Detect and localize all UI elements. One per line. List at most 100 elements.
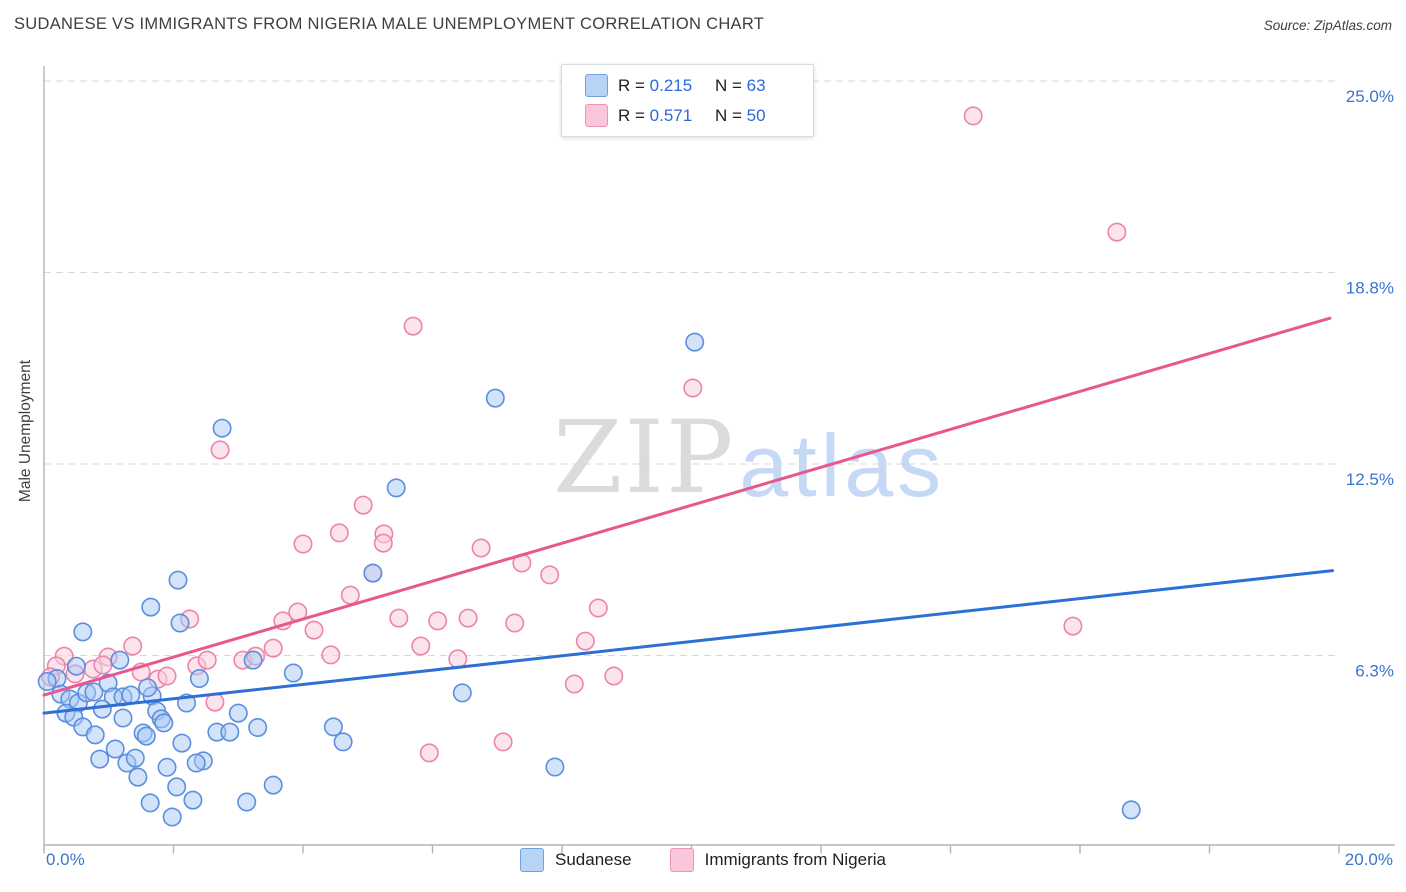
- scatter-point-sudanese: [1121, 800, 1141, 820]
- scatter-point-sudanese: [84, 682, 104, 702]
- nigeria-swatch-icon: [585, 104, 608, 127]
- scatter-point-immigrants-from-nigeria: [471, 538, 491, 558]
- scatter-point-sudanese: [243, 650, 263, 670]
- scatter-point-immigrants-from-nigeria: [411, 636, 431, 656]
- scatter-point-sudanese: [323, 717, 343, 737]
- series-legend-item-sudanese: Sudanese: [520, 848, 632, 872]
- scatter-point-immigrants-from-nigeria: [1063, 616, 1083, 636]
- scatter-point-sudanese: [140, 793, 160, 813]
- source-text: Source: ZipAtlas.com: [1263, 18, 1392, 33]
- x-axis-min-label: 0.0%: [46, 850, 85, 869]
- scatter-point-immigrants-from-nigeria: [403, 316, 423, 336]
- series-legend-item-nigeria: Immigrants from Nigeria: [669, 848, 886, 872]
- scatter-point-sudanese: [113, 708, 133, 728]
- watermark-atlas: atlas: [739, 416, 946, 516]
- page-title: SUDANESE VS IMMIGRANTS FROM NIGERIA MALE…: [14, 15, 765, 33]
- scatter-point-sudanese: [237, 792, 257, 812]
- scatter-point-sudanese: [157, 757, 177, 777]
- series-legend-label: Sudanese: [555, 850, 632, 869]
- scatter-point-sudanese: [248, 717, 268, 737]
- scatter-point-sudanese: [90, 749, 110, 769]
- scatter-point-sudanese: [92, 699, 112, 719]
- scatter-point-sudanese: [183, 790, 203, 810]
- scatter-point-sudanese: [141, 597, 161, 617]
- scatter-point-sudanese: [172, 733, 192, 753]
- trend-line: [42, 569, 1335, 715]
- scatter-point-immigrants-from-nigeria: [157, 666, 177, 686]
- legend-row-nigeria: R = 0.571 N = 50: [585, 104, 799, 127]
- scatter-point-sudanese: [263, 775, 283, 795]
- n-prefix: N =: [715, 75, 747, 95]
- scatter-point-immigrants-from-nigeria: [448, 649, 468, 669]
- y-tick-label: 25.0%: [1346, 87, 1394, 106]
- scatter-point-sudanese: [162, 807, 182, 827]
- scatter-point-immigrants-from-nigeria: [353, 495, 373, 515]
- scatter-point-sudanese: [220, 722, 240, 742]
- n-prefix: N =: [715, 105, 747, 125]
- scatter-point-sudanese: [485, 388, 505, 408]
- series-legend-label: Immigrants from Nigeria: [704, 850, 886, 869]
- scatter-point-sudanese: [138, 678, 158, 698]
- scatter-point-sudanese: [170, 613, 190, 633]
- watermark: ZIP atlas: [553, 399, 946, 516]
- scatter-point-immigrants-from-nigeria: [458, 608, 478, 628]
- scatter-point-immigrants-from-nigeria: [340, 585, 360, 605]
- scatter-point-immigrants-from-nigeria: [493, 732, 513, 752]
- scatter-point-immigrants-from-nigeria: [963, 106, 983, 126]
- scatter-point-immigrants-from-nigeria: [419, 743, 439, 763]
- r-prefix: R =: [618, 105, 650, 125]
- r-value-sudanese: 0.215: [649, 75, 693, 95]
- y-tick-label: 18.8%: [1346, 279, 1394, 298]
- correlation-legend-box: R = 0.215 N = 63 R = 0.571 N = 50: [561, 64, 814, 137]
- scatter-point-sudanese: [154, 713, 174, 733]
- scatter-point-immigrants-from-nigeria: [93, 655, 113, 675]
- scatter-point-immigrants-from-nigeria: [564, 674, 584, 694]
- scatter-point-immigrants-from-nigeria: [683, 378, 703, 398]
- scatter-point-sudanese: [212, 418, 232, 438]
- scatter-point-sudanese: [121, 685, 141, 705]
- scatter-point-immigrants-from-nigeria: [428, 611, 448, 631]
- scatter-point-sudanese: [363, 563, 383, 583]
- scatter-point-sudanese: [73, 622, 93, 642]
- scatter-point-sudanese: [545, 757, 565, 777]
- sudanese-swatch-icon: [585, 74, 608, 97]
- r-prefix: R =: [618, 75, 650, 95]
- scatter-point-sudanese: [110, 650, 130, 670]
- scatter-point-immigrants-from-nigeria: [1107, 222, 1127, 242]
- x-axis-max-label: 20.0%: [1344, 850, 1393, 869]
- scatter-point-sudanese: [189, 668, 209, 688]
- scatter-point-sudanese: [128, 767, 148, 787]
- scatter-point-sudanese: [452, 683, 472, 703]
- scatter-point-immigrants-from-nigeria: [263, 638, 283, 658]
- scatter-point-immigrants-from-nigeria: [604, 666, 624, 686]
- scatter-point-immigrants-from-nigeria: [505, 613, 525, 633]
- scatter-point-sudanese: [386, 478, 406, 498]
- scatter-point-immigrants-from-nigeria: [321, 645, 341, 665]
- scatter-point-sudanese: [167, 777, 187, 797]
- r-value-nigeria: 0.571: [649, 105, 693, 125]
- watermark-zip: ZIP: [553, 399, 736, 516]
- scatter-point-sudanese: [66, 656, 86, 676]
- scatter-point-immigrants-from-nigeria: [197, 650, 217, 670]
- y-tick-label: 12.5%: [1346, 470, 1394, 489]
- scatter-point-immigrants-from-nigeria: [575, 631, 595, 651]
- series-legend: Sudanese Immigrants from Nigeria: [0, 848, 1406, 872]
- axis-line: [43, 66, 1395, 846]
- scatter-point-sudanese: [105, 739, 125, 759]
- scatter-point-immigrants-from-nigeria: [373, 533, 393, 553]
- n-value-sudanese: 63: [746, 75, 766, 95]
- scatter-point-immigrants-from-nigeria: [588, 598, 608, 618]
- scatter-point-immigrants-from-nigeria: [389, 608, 409, 628]
- y-tick-label: 6.3%: [1355, 662, 1394, 681]
- scatter-point-sudanese: [168, 570, 188, 590]
- trend-line: [42, 316, 1332, 697]
- scatter-point-sudanese: [85, 725, 105, 745]
- scatter-point-sudanese: [136, 726, 156, 746]
- scatter-point-sudanese: [685, 332, 705, 352]
- scatter-point-immigrants-from-nigeria: [123, 636, 143, 656]
- legend-row-sudanese: R = 0.215 N = 63: [585, 74, 799, 97]
- scatter-point-immigrants-from-nigeria: [210, 440, 230, 460]
- scatter-point-sudanese: [283, 663, 303, 683]
